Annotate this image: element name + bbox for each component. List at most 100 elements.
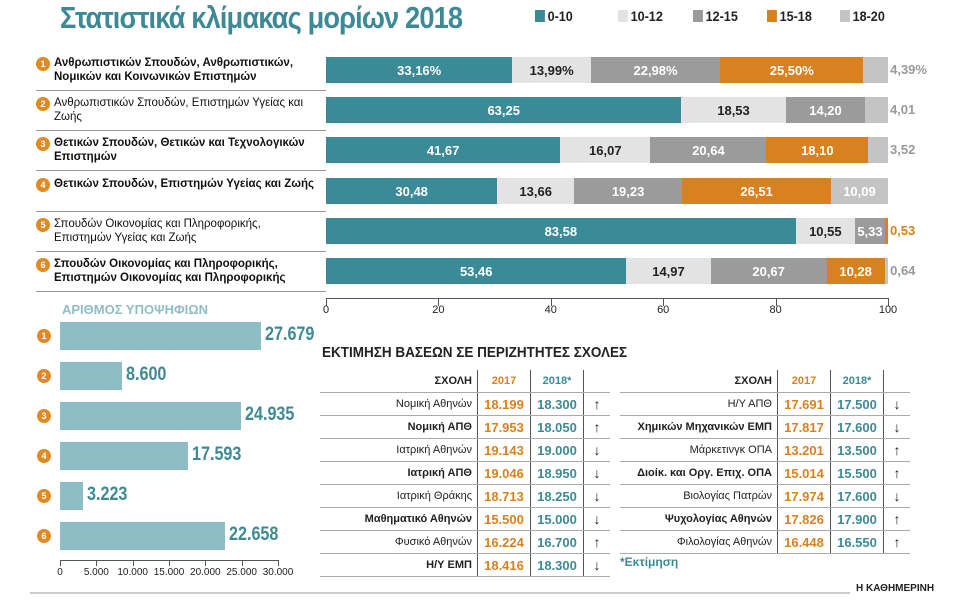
value-2017: 17.974 [777, 484, 831, 508]
table-row: Διοίκ. και Οργ. Επιχ. ΟΠΑ 15.014 15.500 ↑ [620, 461, 910, 485]
table-row: Φυσικό Αθηνών 16.224 16.700 ↑ [320, 530, 610, 554]
footnote: *Εκτίμηση [620, 555, 679, 569]
school-name: Ιατρική ΑΠΘ [320, 461, 478, 485]
legend-swatch [767, 10, 777, 22]
column-header: 2017 [477, 370, 531, 393]
data-label: 3,52 [890, 142, 916, 157]
candidates-value: 22.658 [228, 524, 279, 545]
bar-segment-15-18 [884, 218, 888, 244]
row-divider [36, 170, 326, 171]
category-name: Σπουδών Οικονομίας και Πληροφορικής, Επι… [54, 258, 286, 284]
row-divider [36, 211, 326, 212]
arrow-down-icon: ↓ [583, 484, 610, 508]
value-2017: 18.713 [477, 484, 531, 508]
category-label: 4 Θετικών Σπουδών, Επιστημών Υγείας και Ζ… [36, 177, 321, 192]
data-label: 10,28 [839, 263, 872, 279]
value-2017: 18.199 [477, 392, 531, 416]
data-label: 10,09 [843, 183, 876, 199]
value-2018: 18.250 [530, 484, 584, 508]
data-label: 0,64 [890, 263, 916, 278]
legend-swatch [618, 10, 628, 22]
bar-segment-0-10: 41,67 [326, 137, 561, 163]
arrow-up-icon: ↑ [583, 415, 610, 439]
x-tick-label: 20 [432, 304, 445, 316]
bar-segment-15-18: 10,28 [826, 258, 885, 284]
bar-segment-10-12: 14,97 [626, 258, 711, 284]
category-number-badge: 4 [36, 178, 50, 192]
legend-item: 12-15 [693, 8, 738, 24]
arrow-up-icon: ↑ [583, 530, 610, 554]
value-2018: 17.900 [830, 507, 884, 531]
x-tick-label: 20.000 [190, 567, 221, 578]
row-divider [36, 291, 326, 292]
data-label: 53,46 [459, 263, 493, 279]
x-tick [550, 298, 552, 306]
category-name: Ανθρωπιστικών Σπουδών, Ανθρωπιστικών, Νο… [54, 57, 294, 83]
data-label: 20,64 [692, 142, 725, 158]
value-2017: 17.691 [777, 392, 831, 416]
table-row: Μαθηματικό Αθηνών 15.500 15.000 ↓ [320, 507, 610, 531]
table-row: Χημικών Μηχανικών ΕΜΠ 17.817 17.600 ↓ [620, 415, 910, 439]
bar-segment-12-15: 20,64 [650, 137, 767, 163]
value-2018: 19.000 [530, 438, 584, 462]
arrow-up-icon: ↑ [883, 461, 910, 485]
source-logo: Η ΚΑΘΗΜΕΡΙΝΗ [856, 583, 935, 594]
school-name: Νομική ΑΠΘ [320, 415, 478, 439]
category-number-badge: 6 [37, 529, 51, 543]
x-tick [96, 560, 98, 566]
legend-label: 12-15 [705, 8, 738, 24]
value-2018: 17.600 [830, 415, 884, 439]
candidates-value: 17.593 [191, 444, 242, 465]
bar-segment-18-20 [884, 258, 889, 284]
candidates-value: 3.223 [87, 484, 128, 505]
category-name: Ανθρωπιστικών Σπουδών, Επιστημών Υγείας … [54, 97, 304, 123]
candidates-bar [60, 362, 123, 390]
bar-segment-18-20 [868, 137, 888, 163]
value-2017: 19.143 [477, 438, 531, 462]
x-tick-label: 40 [544, 304, 557, 316]
candidates-value: 24.935 [245, 404, 295, 425]
legend-item: 0-10 [535, 8, 573, 24]
x-tick-label: 100 [878, 304, 898, 316]
row-divider [36, 130, 326, 131]
bases-table-left: ΣΧΟΛΗ 2017 2018* Νομική Αθηνών 18.199 18.300 ↑… [320, 370, 610, 577]
footer-rule [30, 592, 850, 594]
candidates-bar [60, 442, 188, 470]
candidates-bar [60, 522, 225, 550]
candidates-bar [60, 402, 242, 430]
value-2017: 15.014 [777, 461, 831, 485]
x-tick-label: 30.000 [262, 567, 294, 578]
x-tick [326, 298, 327, 306]
data-label: 83,58 [544, 223, 578, 239]
category-number-badge: 4 [37, 449, 51, 463]
bar-segment-0-10: 53,46 [326, 258, 627, 284]
value-2017: 18.416 [477, 553, 531, 577]
data-label: 63,25 [487, 102, 520, 118]
value-2018: 18.300 [530, 553, 584, 577]
bar-segment-0-10: 33,16% [326, 57, 513, 83]
bases-table-right: ΣΧΟΛΗ 2017 2018* Η/Υ ΑΠΘ 17.691 17.500 ↓ Χημικώ… [620, 370, 910, 554]
arrow-down-icon: ↓ [883, 415, 910, 439]
x-tick [169, 560, 170, 566]
data-label: 33,16% [397, 62, 442, 78]
category-number-badge: 6 [36, 258, 50, 272]
bar-segment-15-18: 26,51 [682, 178, 832, 204]
school-name: Μάρκετινγκ ΟΠΑ [620, 438, 778, 462]
x-tick [205, 560, 207, 566]
data-label: 18,53 [717, 102, 750, 118]
data-label: 22,98% [633, 62, 678, 78]
category-label: 6 Σπουδών Οικονομίας και Πληροφορικής, Επ… [36, 257, 321, 285]
data-label: 4,01 [889, 102, 916, 117]
school-name: Χημικών Μηχανικών ΕΜΠ [620, 415, 778, 439]
data-label: 13,66 [519, 183, 552, 199]
data-label: 30,48 [395, 183, 428, 199]
value-2018: 18.950 [530, 461, 584, 485]
data-label: 41,67 [426, 142, 460, 158]
arrow-up-icon: ↑ [583, 392, 610, 416]
table-title: ΕΚΤΙΜΗΣΗ ΒΑΣΕΩΝ ΣΕ ΠΕΡΙΖΗΤΗΤΕΣ ΣΧΟΛΕΣ [322, 344, 628, 361]
category-name: Θετικών Σπουδών, Θετικών και Τεχνολογικώ… [54, 137, 305, 163]
category-number-badge: 3 [37, 409, 51, 423]
value-2018: 17.600 [830, 484, 884, 508]
bar-segment-0-10: 83,58 [326, 218, 796, 244]
category-number-badge: 3 [36, 137, 50, 151]
